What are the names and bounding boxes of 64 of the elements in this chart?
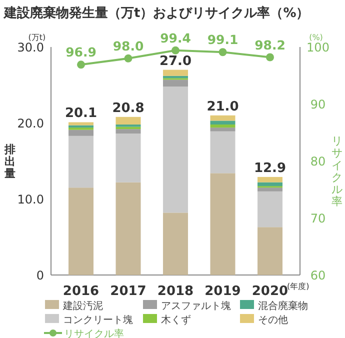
legend-label: コンクリート塊 [63, 314, 133, 326]
text: (%) [309, 33, 323, 42]
x-tick-label: 2019 [204, 284, 241, 299]
bar [210, 120, 236, 125]
bar [68, 122, 94, 126]
point [77, 60, 86, 69]
y-tick-label: 20.0 [17, 116, 44, 130]
point [172, 46, 180, 54]
bar [163, 86, 188, 213]
data-label: 96.9 [66, 44, 96, 60]
y2-axis-title: リサイクル率 [332, 134, 342, 208]
bar [68, 136, 94, 188]
total-label: 20.8 [112, 100, 144, 116]
total-label: 20.1 [64, 106, 98, 122]
bar [257, 188, 282, 192]
legend-label: 混合廃棄物 [258, 300, 308, 312]
point [124, 54, 132, 62]
x-tick-label: 2017 [110, 284, 146, 299]
data-label: 98.2 [254, 37, 286, 52]
legend-label: その他 [258, 314, 288, 326]
total-label: 21.0 [206, 99, 239, 114]
bar [210, 115, 236, 121]
y2-tick-label: 70 [310, 212, 326, 226]
chart-title: 建設廃棄物発生量（万t）およびリサイクル率（%） [3, 5, 310, 21]
bar [257, 176, 282, 182]
bar [210, 128, 236, 132]
x-tick-label: 2020 [252, 284, 288, 299]
bar [210, 173, 236, 275]
total-label: 12.9 [254, 160, 286, 176]
data-label: 98.0 [112, 38, 144, 54]
legend-label: 建設汚泥 [62, 300, 103, 312]
legend-label: アスファルト塊 [161, 300, 231, 312]
y2-tick-label: 90 [310, 98, 326, 112]
x-tick-label: 2018 [157, 284, 194, 299]
bar [210, 131, 236, 174]
y-axis-title: 排出量 [4, 142, 16, 180]
text: (年度) [286, 282, 310, 291]
bar [257, 191, 282, 228]
bar [210, 124, 236, 128]
x-tick-label: 2016 [62, 284, 100, 299]
bar [116, 116, 141, 125]
legend-label: 木くず [161, 314, 191, 326]
bar [116, 129, 141, 134]
total-label: 27.0 [159, 54, 192, 69]
y-tick-label: 0 [36, 268, 44, 282]
bar [257, 227, 282, 275]
bar [257, 182, 282, 186]
bar [116, 182, 141, 275]
y2-tick-label: 100 [306, 40, 330, 54]
point [218, 48, 227, 56]
bar [163, 70, 188, 76]
bar [68, 130, 94, 136]
data-label: 99.4 [160, 30, 192, 46]
y2-tick-label: 80 [310, 154, 326, 168]
bar [163, 80, 188, 87]
y-tick-label: 30.0 [17, 40, 44, 54]
bar [68, 188, 94, 275]
text: (万t) [28, 33, 46, 42]
data-label: 99.1 [207, 32, 238, 48]
point [266, 53, 274, 62]
y2-tick-label: 60 [310, 268, 326, 282]
bar [163, 212, 188, 275]
y-tick-label: 10.0 [17, 192, 44, 206]
bar [116, 134, 141, 182]
